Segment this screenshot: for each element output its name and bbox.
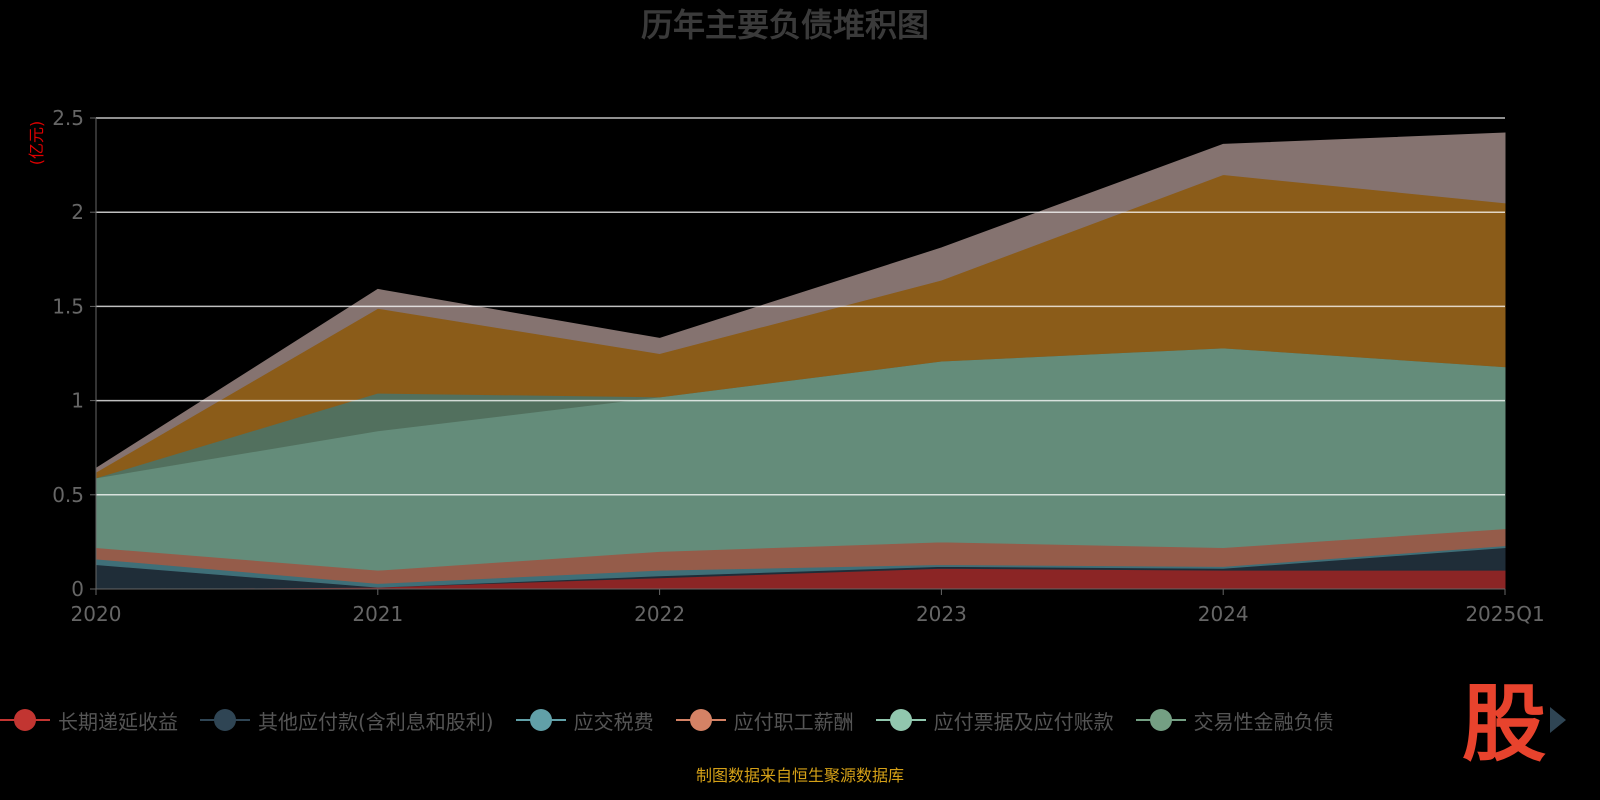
y-tick-label: 0 (71, 577, 84, 601)
y-tick-label: 1 (71, 389, 84, 413)
legend-item[interactable]: 交易性金融负债 (1135, 706, 1334, 735)
y-tick-label: 1.5 (52, 294, 84, 318)
legend-marker-icon (875, 708, 926, 732)
source-note: 制图数据来自恒生聚源数据库 (695, 766, 904, 785)
y-tick-label: 2 (71, 200, 84, 224)
legend-label: 交易性金融负债 (1193, 709, 1334, 734)
legend-item[interactable]: 应付票据及应付账款 (875, 706, 1114, 735)
legend-next-page-arrow-icon[interactable] (1550, 707, 1566, 733)
y-axis-label: (亿元) (27, 121, 46, 166)
legend-marker-icon (675, 708, 726, 732)
x-tick-label: 2024 (1198, 602, 1249, 626)
legend-label: 应付职工薪酬 (733, 709, 854, 734)
legend-marker-icon (1135, 708, 1186, 732)
legend-marker-icon (0, 708, 50, 732)
chart-title: 历年主要负债堆积图 (641, 6, 929, 44)
legend-item[interactable]: 其他应付款(含利息和股利) (200, 706, 494, 735)
x-tick-label: 2021 (352, 602, 403, 626)
logo: 股 (1462, 674, 1547, 773)
legend-marker-icon (200, 708, 250, 732)
x-tick-label: 2022 (634, 602, 685, 626)
legend-item[interactable]: 应交税费 (515, 706, 654, 735)
legend: 长期递延收益 其他应付款(含利息和股利) 应交税费 应付职工薪酬 应付票据及应付账款 交易… (0, 704, 1455, 736)
legend-label: 长期递延收益 (58, 709, 178, 734)
legend-item[interactable]: 长期递延收益 (0, 706, 178, 735)
x-tick-label: 2020 (71, 602, 122, 626)
x-tick-label: 2025Q1 (1465, 602, 1544, 626)
area-series-7 (95, 132, 1506, 474)
legend-marker-icon (515, 708, 566, 732)
y-tick-label: 2.5 (52, 106, 84, 130)
y-tick-label: 0.5 (52, 483, 84, 507)
legend-label: 应付票据及应付账款 (933, 709, 1114, 734)
legend-label: 其他应付款(含利息和股利) (258, 709, 494, 734)
legend-label: 应交税费 (573, 709, 654, 734)
x-tick-label: 2023 (916, 602, 967, 626)
stacked-area-chart: 历年主要负债堆积图 (亿元) 0 0.5 1 1.5 2 2.5 2020 2021 2022 2… (27, 6, 1545, 626)
legend-item[interactable]: 应付职工薪酬 (675, 706, 854, 735)
